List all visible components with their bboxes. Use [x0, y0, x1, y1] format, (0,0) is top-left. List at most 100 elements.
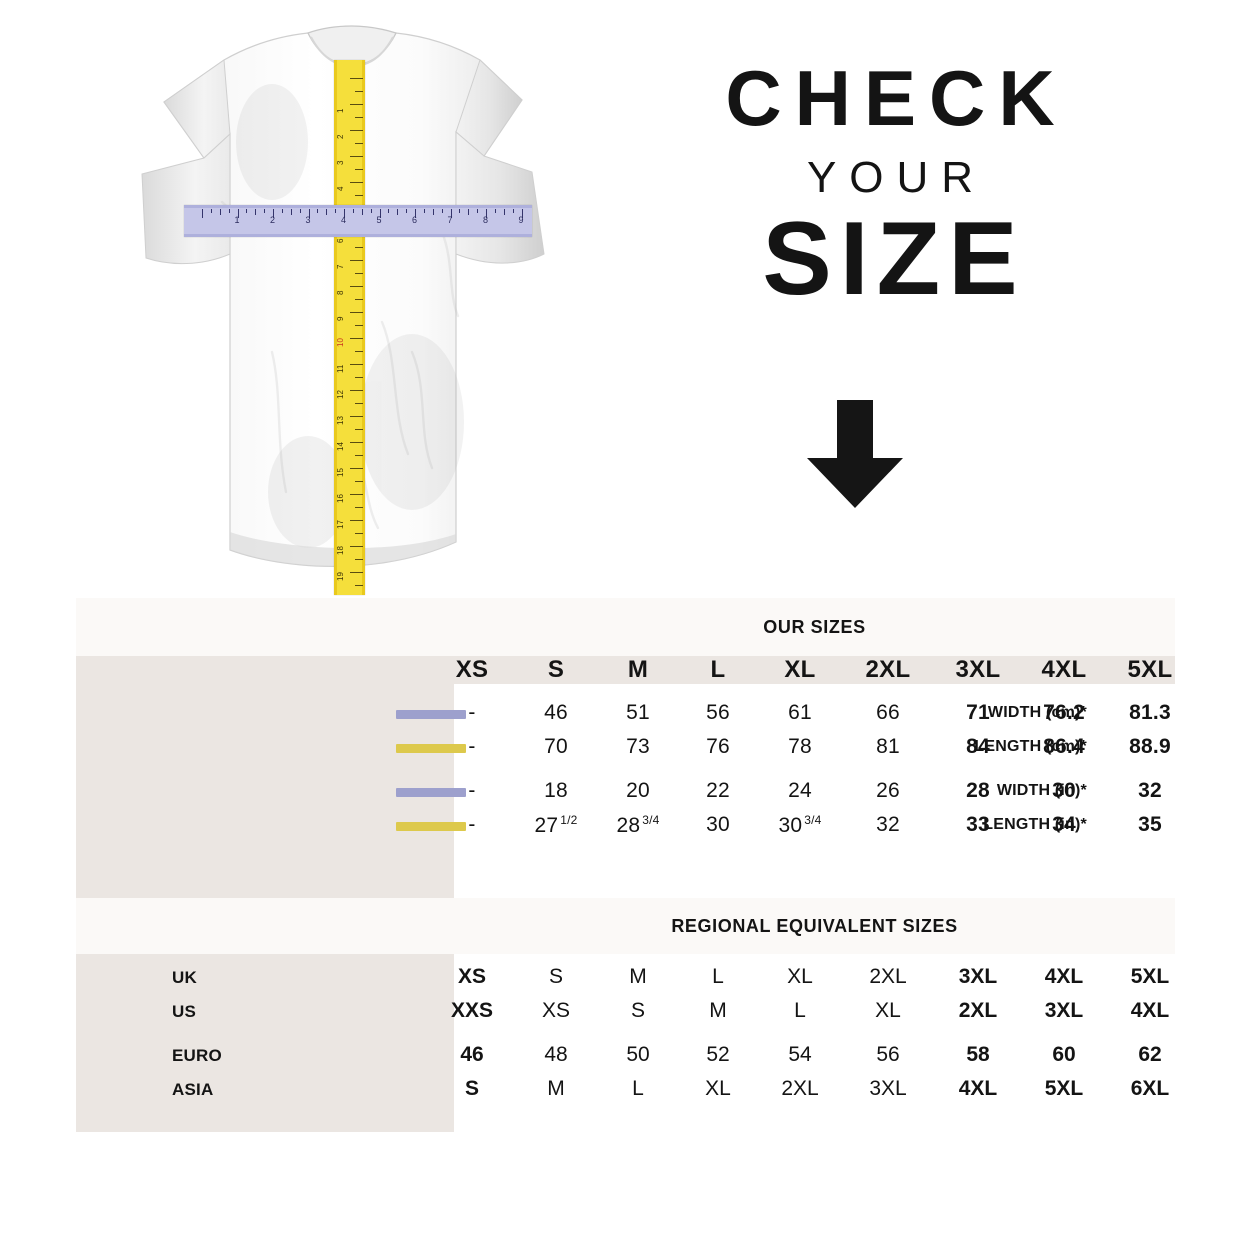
- regional-cell-us-2xl: XL: [875, 999, 901, 1022]
- regional-cell-us-4xl: 3XL: [1044, 999, 1084, 1022]
- cell-2xl-r3: 32: [876, 813, 900, 836]
- cell-4xl-r2: 30: [1052, 779, 1076, 802]
- regional-cell-uk-xs: XS: [457, 965, 487, 988]
- regional-cell-uk-5xl: 5XL: [1130, 965, 1170, 988]
- cell-xl-r1: 78: [788, 735, 812, 758]
- cell-2xl-r2: 26: [876, 779, 900, 802]
- row-label-length-cm: LENGTH (cm)*: [974, 738, 1087, 755]
- regional-cell-us-s: XS: [541, 999, 571, 1022]
- regional-cell-us-xs: XXS: [450, 999, 494, 1022]
- regional-cell-uk-2xl: 2XL: [869, 965, 907, 988]
- arrow-down-glyph: [807, 400, 903, 508]
- tape-edge-top: [184, 205, 532, 208]
- cell-3xl-r2: 28: [966, 779, 990, 802]
- cell-3xl-r1: 84: [966, 735, 990, 758]
- regional-cell-asia-3xl: 4XL: [958, 1077, 998, 1100]
- regional-cell-euro-xl: 54: [788, 1043, 812, 1066]
- tape-edge-bottom: [184, 234, 532, 237]
- cell-l-r0: 56: [706, 701, 730, 724]
- regional-cell-us-m: S: [630, 999, 646, 1022]
- column-header-xl: XL: [784, 656, 816, 683]
- regional-cell-asia-l: XL: [705, 1077, 731, 1100]
- cell-value: 28: [616, 814, 641, 837]
- regional-cell-euro-2xl: 56: [876, 1043, 900, 1066]
- cell-5xl-r2: 32: [1138, 779, 1162, 802]
- regional-cell-uk-4xl: 4XL: [1044, 965, 1084, 988]
- cell-value: 30: [778, 814, 803, 837]
- our-sizes-data-panel: [454, 684, 1175, 898]
- regional-cell-uk-l: L: [712, 965, 724, 988]
- cell-xs-r0: -: [468, 701, 476, 724]
- regional-cell-asia-5xl: 6XL: [1130, 1077, 1170, 1100]
- cell-l-r1: 76: [706, 735, 730, 758]
- cell-fraction: 1/2: [560, 813, 578, 827]
- regional-cell-asia-4xl: 5XL: [1044, 1077, 1084, 1100]
- column-header-m: M: [627, 656, 649, 683]
- regional-cell-asia-xs: S: [464, 1077, 480, 1100]
- row-label-width-cm: WIDTH (cm)*: [987, 704, 1087, 721]
- cell-xl-r0: 61: [788, 701, 812, 724]
- cell-xs-r1: -: [468, 735, 476, 758]
- headline-line-your: YOUR: [806, 153, 987, 202]
- cell-4xl-r0: 76.2: [1043, 701, 1085, 724]
- regional-cell-euro-s: 48: [544, 1043, 568, 1066]
- regional-cell-euro-xs: 46: [460, 1043, 484, 1066]
- cell-s-r3: 27 1/2: [534, 813, 577, 838]
- column-header-4xl: 4XL: [1041, 656, 1087, 683]
- regional-cell-asia-xl: 2XL: [781, 1077, 819, 1100]
- column-header-3xl: 3XL: [955, 656, 1001, 683]
- cell-2xl-r0: 66: [876, 701, 900, 724]
- regional-data-panel: [454, 954, 1175, 1132]
- cell-m-r1: 73: [626, 735, 650, 758]
- cell-xs-r3: -: [468, 813, 476, 836]
- regional-cell-euro-5xl: 62: [1138, 1043, 1162, 1066]
- cell-s-r2: 18: [544, 779, 568, 802]
- our-sizes-band: OUR SIZES: [76, 598, 1175, 656]
- hero-section: 12345678910111213141516171819 123456789 …: [0, 0, 1251, 595]
- cell-2xl-r1: 81: [876, 735, 900, 758]
- cell-s-r1: 70: [544, 735, 568, 758]
- regional-cell-asia-2xl: 3XL: [869, 1077, 907, 1100]
- regional-cell-uk-3xl: 3XL: [958, 965, 998, 988]
- size-chart-table: OUR SIZES XS S M L XL 2XL 3XL 4XL 5XL WIDTH (cm)…: [76, 598, 1175, 1132]
- cell-xs-r2: -: [468, 779, 476, 802]
- our-sizes-title: OUR SIZES: [763, 616, 866, 637]
- legend-swatch-width: [396, 788, 466, 797]
- headline-line-check: CHECK: [725, 54, 1068, 142]
- cell-5xl-r1: 88.9: [1129, 735, 1171, 758]
- regional-cell-us-l: M: [709, 999, 727, 1022]
- regional-cell-uk-m: M: [629, 965, 647, 988]
- cell-3xl-r0: 71: [966, 701, 990, 724]
- column-header-5xl: 5XL: [1127, 656, 1173, 683]
- regional-cell-us-5xl: 4XL: [1130, 999, 1170, 1022]
- cell-xl-r2: 24: [788, 779, 812, 802]
- region-label-uk: UK: [172, 968, 197, 987]
- column-header-2xl: 2XL: [865, 656, 911, 683]
- regional-cell-uk-xl: XL: [787, 965, 813, 988]
- cell-s-r0: 46: [544, 701, 568, 724]
- cell-m-r2: 20: [626, 779, 650, 802]
- column-header-l: L: [710, 656, 726, 683]
- regional-sizes-title: REGIONAL EQUIVALENT SIZES: [671, 915, 958, 936]
- cell-fraction: 3/4: [804, 813, 822, 827]
- vertical-measuring-tape: 12345678910111213141516171819: [334, 60, 365, 595]
- regional-cell-euro-l: 52: [706, 1043, 730, 1066]
- cell-4xl-r1: 86.4: [1043, 735, 1085, 758]
- column-header-s: S: [547, 656, 565, 683]
- region-label-asia: ASIA: [172, 1080, 214, 1099]
- regional-cell-euro-m: 50: [626, 1043, 650, 1066]
- regional-sizes-band: REGIONAL EQUIVALENT SIZES: [76, 898, 1175, 954]
- column-header-xs: XS: [455, 656, 489, 683]
- cell-3xl-r3: 33: [966, 813, 990, 836]
- legend-swatch-width: [396, 710, 466, 719]
- tape-edge-left: [334, 60, 337, 595]
- column-header-row: XS S M L XL 2XL 3XL 4XL 5XL: [454, 656, 1175, 684]
- row-label-width-in: WIDTH (in)*: [996, 782, 1087, 799]
- cell-4xl-r3: 34: [1052, 813, 1076, 836]
- regional-cell-us-3xl: 2XL: [958, 999, 998, 1022]
- cell-value: 27: [534, 814, 559, 837]
- regional-cell-uk-s: S: [548, 965, 564, 988]
- regional-cell-euro-3xl: 58: [966, 1043, 990, 1066]
